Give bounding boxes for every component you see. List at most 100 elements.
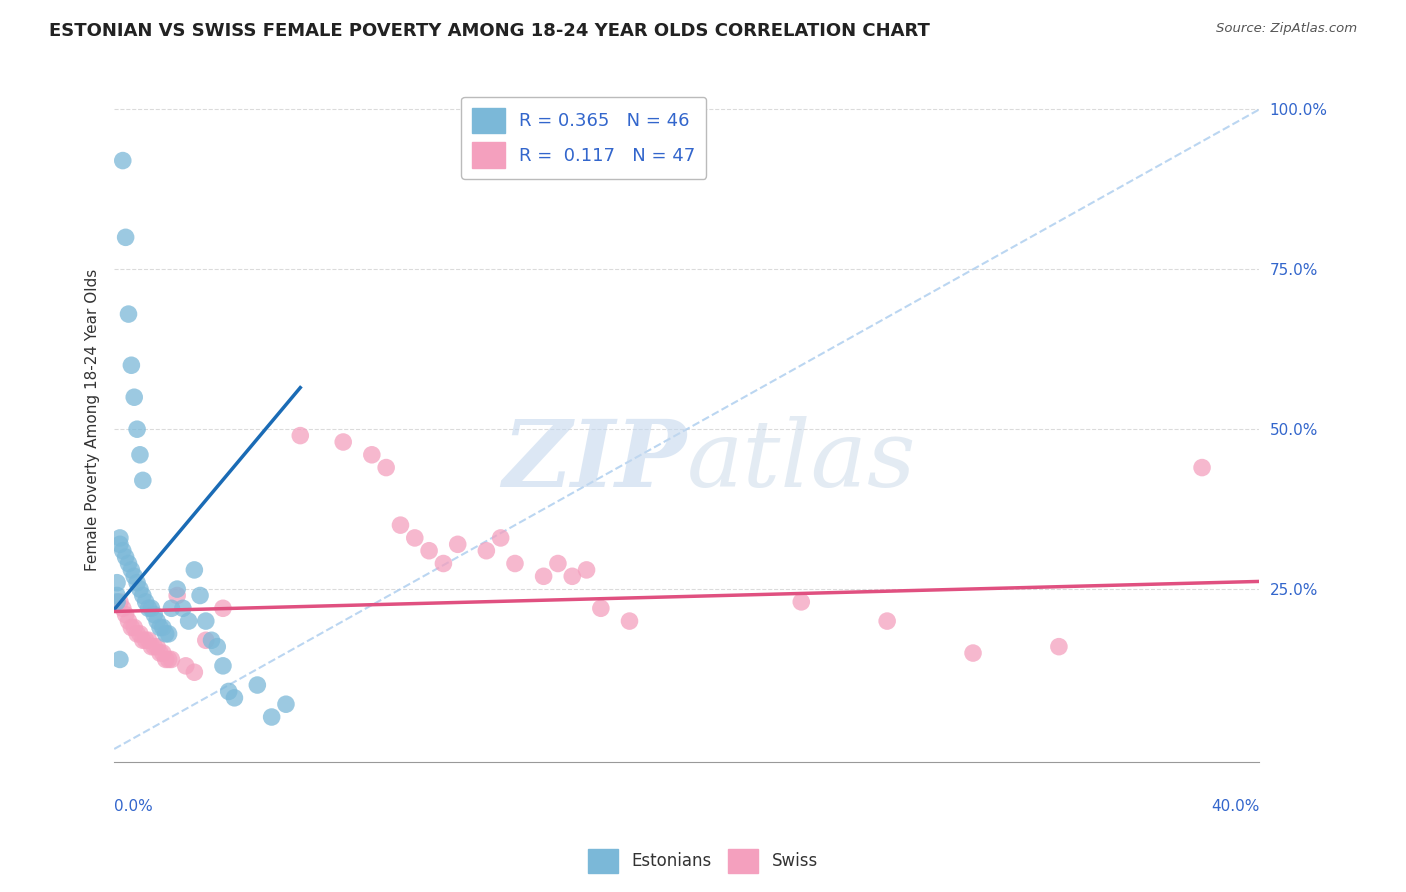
Point xyxy=(166,582,188,596)
Point xyxy=(108,531,131,545)
Point xyxy=(157,652,180,666)
Text: atlas: atlas xyxy=(686,416,917,506)
Point xyxy=(117,614,139,628)
Point xyxy=(155,627,177,641)
Point xyxy=(183,665,205,680)
Point xyxy=(120,620,142,634)
Point xyxy=(127,575,149,590)
Point xyxy=(129,582,152,596)
Point xyxy=(108,595,131,609)
Point xyxy=(790,595,813,609)
Point xyxy=(141,640,163,654)
Point xyxy=(1047,640,1070,654)
Point xyxy=(194,633,217,648)
Point xyxy=(129,448,152,462)
Point xyxy=(375,460,398,475)
Point xyxy=(127,422,149,436)
Point xyxy=(111,153,134,168)
Text: ZIP: ZIP xyxy=(502,416,686,506)
Text: 40.0%: 40.0% xyxy=(1211,799,1260,814)
Point xyxy=(212,658,235,673)
Point xyxy=(141,601,163,615)
Point xyxy=(447,537,470,551)
Point xyxy=(224,690,246,705)
Point xyxy=(160,601,183,615)
Legend: Estonians, Swiss: Estonians, Swiss xyxy=(582,842,824,880)
Point xyxy=(404,531,426,545)
Point xyxy=(274,697,297,711)
Point xyxy=(360,448,382,462)
Point xyxy=(146,614,169,628)
Point xyxy=(149,646,172,660)
Point xyxy=(260,710,283,724)
Point xyxy=(108,652,131,666)
Point xyxy=(589,601,612,615)
Point xyxy=(120,358,142,372)
Point xyxy=(132,474,155,488)
Point xyxy=(475,543,498,558)
Point xyxy=(172,601,194,615)
Point xyxy=(389,518,412,533)
Point xyxy=(177,614,200,628)
Point xyxy=(117,557,139,571)
Text: ESTONIAN VS SWISS FEMALE POVERTY AMONG 18-24 YEAR OLDS CORRELATION CHART: ESTONIAN VS SWISS FEMALE POVERTY AMONG 1… xyxy=(49,22,931,40)
Point xyxy=(143,640,166,654)
Point xyxy=(619,614,641,628)
Point xyxy=(132,633,155,648)
Point xyxy=(129,627,152,641)
Point xyxy=(155,652,177,666)
Point xyxy=(143,607,166,622)
Point xyxy=(188,589,211,603)
Point xyxy=(132,589,155,603)
Point xyxy=(503,557,526,571)
Point xyxy=(152,646,174,660)
Point xyxy=(290,428,312,442)
Point xyxy=(160,652,183,666)
Point xyxy=(111,601,134,615)
Point xyxy=(120,563,142,577)
Point xyxy=(122,620,145,634)
Point xyxy=(114,607,136,622)
Point xyxy=(962,646,984,660)
Point xyxy=(1191,460,1213,475)
Point xyxy=(194,614,217,628)
Point xyxy=(152,620,174,634)
Legend: R = 0.365   N = 46, R =  0.117   N = 47: R = 0.365 N = 46, R = 0.117 N = 47 xyxy=(461,96,706,178)
Point xyxy=(111,543,134,558)
Point xyxy=(114,550,136,565)
Point xyxy=(533,569,555,583)
Point xyxy=(117,307,139,321)
Point xyxy=(876,614,898,628)
Point xyxy=(105,595,128,609)
Point xyxy=(207,640,229,654)
Point xyxy=(138,633,160,648)
Text: Source: ZipAtlas.com: Source: ZipAtlas.com xyxy=(1216,22,1357,36)
Point xyxy=(174,658,197,673)
Point xyxy=(122,390,145,404)
Point xyxy=(575,563,598,577)
Point xyxy=(135,595,157,609)
Point xyxy=(108,537,131,551)
Point xyxy=(561,569,583,583)
Point xyxy=(138,601,160,615)
Point xyxy=(105,589,128,603)
Point xyxy=(166,589,188,603)
Text: 0.0%: 0.0% xyxy=(114,799,153,814)
Point xyxy=(135,633,157,648)
Point xyxy=(218,684,240,698)
Point xyxy=(200,633,222,648)
Point xyxy=(122,569,145,583)
Point xyxy=(332,435,354,450)
Point xyxy=(183,563,205,577)
Point xyxy=(489,531,512,545)
Point xyxy=(105,575,128,590)
Point xyxy=(127,627,149,641)
Point xyxy=(432,557,454,571)
Point xyxy=(157,627,180,641)
Point xyxy=(246,678,269,692)
Y-axis label: Female Poverty Among 18-24 Year Olds: Female Poverty Among 18-24 Year Olds xyxy=(86,268,100,571)
Point xyxy=(149,620,172,634)
Point xyxy=(212,601,235,615)
Point xyxy=(547,557,569,571)
Point xyxy=(146,640,169,654)
